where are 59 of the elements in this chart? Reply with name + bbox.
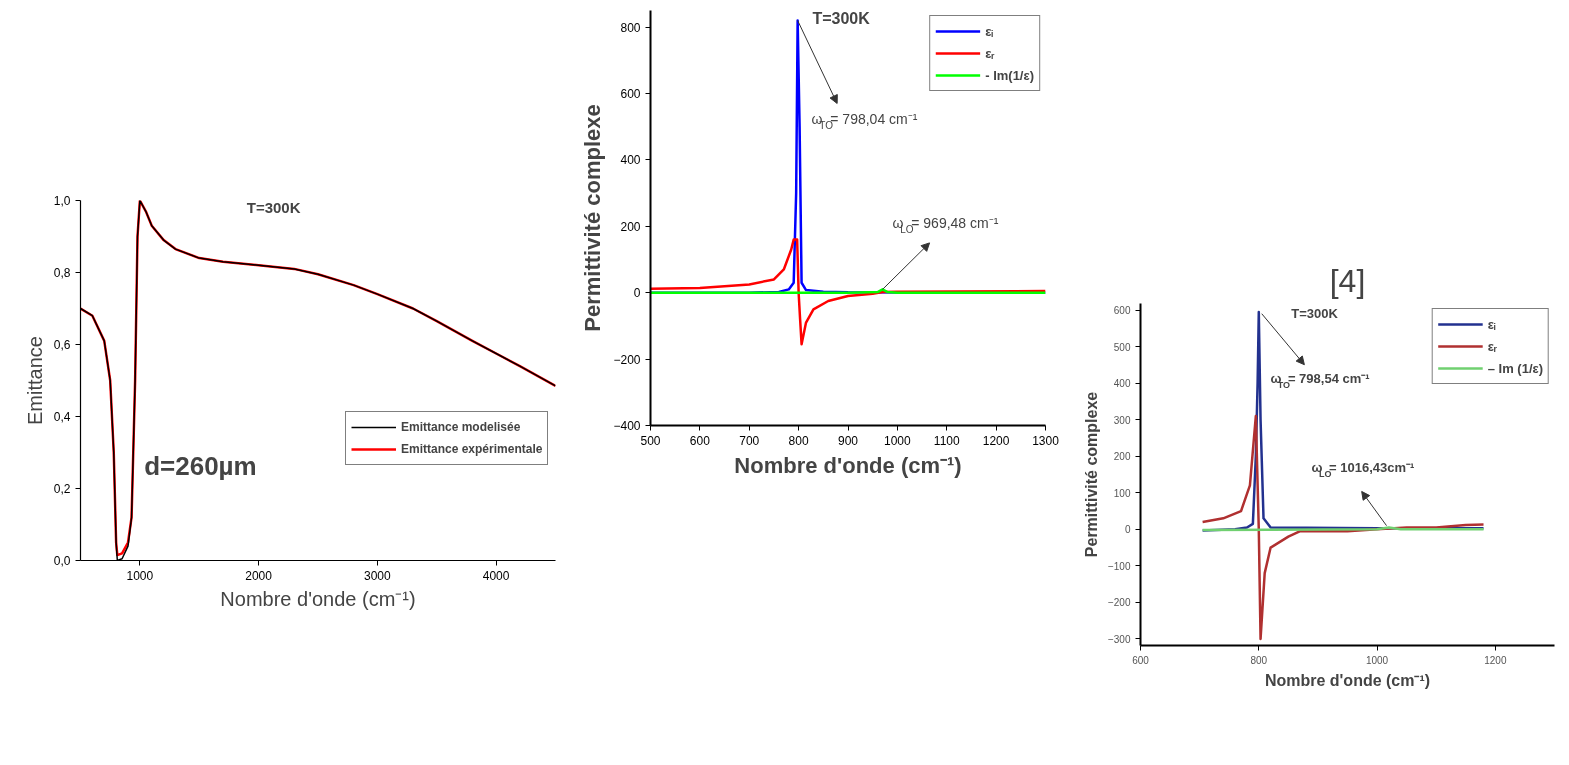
y-tick-label: 400 (1113, 378, 1131, 390)
x-tick-label: 600 (1132, 654, 1150, 666)
x-tick-label: 800 (1250, 654, 1268, 666)
x-tick-label: 1000 (884, 433, 912, 448)
x-tick-label: 4000 (482, 568, 510, 583)
y-axis-title: Permittivité complexe (1082, 391, 1100, 558)
y-tick-label: 0,8 (53, 266, 71, 280)
y-axis-title: Emittance (23, 336, 46, 425)
y-tick-label: 0,0 (53, 554, 71, 568)
y-tick-label: 500 (1113, 341, 1131, 353)
legend-label: εᵢ (985, 23, 995, 39)
y-tick-label: −200 (613, 352, 641, 367)
x-tick-label: 3000 (364, 568, 392, 583)
y-tick-label: 0 (633, 286, 641, 301)
y-tick-label: −400 (613, 419, 641, 433)
y-tick-label: 0,6 (53, 338, 71, 352)
legend-label: εᵣ (1487, 338, 1499, 354)
legend-label: - Im(1/ε) (985, 67, 1034, 83)
y-tick-label: 0 (1124, 524, 1131, 536)
x-tick-label: 700 (739, 433, 760, 448)
y-tick-label: 200 (1113, 451, 1131, 463)
y-tick-label: 100 (1113, 487, 1131, 499)
x-tick-label: 600 (689, 433, 711, 448)
annotation: T=300K (1291, 305, 1339, 321)
y-tick-label: −100 (1107, 560, 1131, 572)
legend-label: – Im (1/ε) (1487, 360, 1543, 376)
annotation: T=300K (812, 10, 871, 28)
y-tick-label: 0,4 (53, 410, 71, 424)
x-tick-label: 1000 (1365, 654, 1389, 666)
x-tick-label: 1200 (1484, 654, 1507, 666)
legend-label: Emittance expérimentale (401, 442, 543, 456)
y-tick-label: 1,0 (53, 194, 71, 208)
y-tick-label: 200 (620, 219, 641, 234)
annotation: d=260µm (144, 451, 257, 482)
y-tick-label: 600 (1113, 305, 1131, 317)
x-tick-label: 1100 (933, 433, 960, 448)
x-tick-label: 1300 (1032, 433, 1060, 448)
y-tick-label: 0,2 (53, 482, 71, 496)
y-tick-label: −200 (1107, 597, 1131, 609)
legend-label: Emittance modelisée (401, 420, 521, 434)
legend-label: εᵢ (1487, 316, 1497, 332)
x-tick-label: 900 (837, 433, 859, 448)
legend-label: εᵣ (985, 45, 996, 61)
annotation: T=300K (246, 199, 301, 217)
y-tick-label: 800 (620, 20, 641, 35)
y-tick-label: 400 (620, 153, 641, 168)
x-tick-label: 800 (788, 433, 809, 448)
y-tick-label: 300 (1113, 414, 1131, 426)
x-axis-title: Nombre d'onde (cm⁻¹) (734, 452, 962, 478)
text: [4] (1329, 262, 1366, 299)
x-tick-label: 1000 (126, 568, 154, 583)
y-tick-label: −300 (1107, 633, 1131, 645)
y-axis-title: Permittivité complexe (580, 104, 606, 332)
x-tick-label: 2000 (245, 568, 273, 583)
x-axis-title: Nombre d'onde (cm⁻¹) (1264, 671, 1431, 689)
x-axis-title: Nombre d'onde (cm⁻¹) (220, 587, 416, 610)
x-tick-label: 500 (640, 433, 661, 448)
x-tick-label: 1200 (982, 433, 1010, 448)
y-tick-label: 600 (620, 87, 641, 101)
